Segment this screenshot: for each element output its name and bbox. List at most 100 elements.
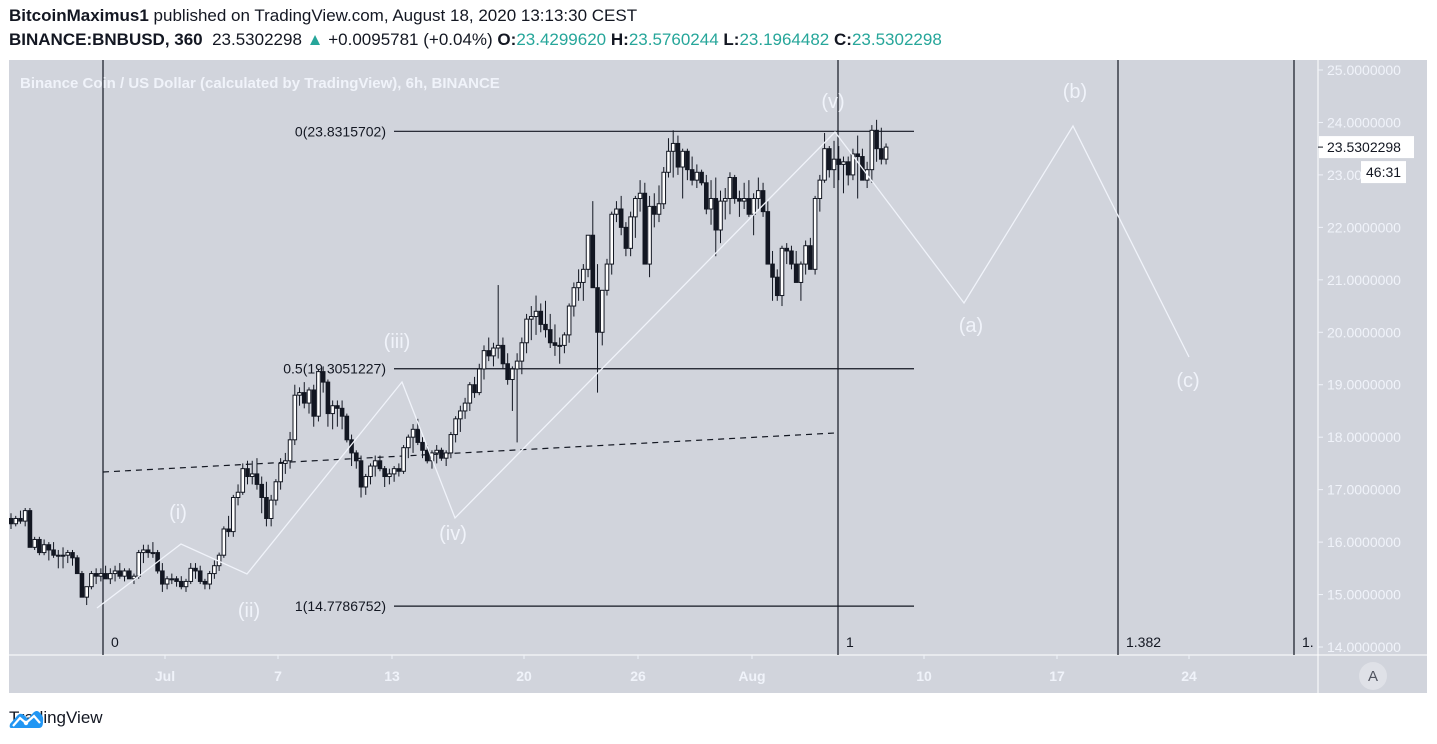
candle-down — [732, 177, 737, 200]
wave-label: (a) — [959, 315, 983, 337]
candle-down — [79, 573, 85, 598]
candle-down — [855, 153, 860, 158]
candle-up — [869, 129, 875, 171]
candle-up — [666, 150, 671, 173]
candle-down — [538, 310, 544, 325]
candle-up — [557, 344, 562, 347]
x-tick-label: Jul — [155, 668, 175, 684]
candle-up — [297, 392, 302, 396]
candle-up — [150, 552, 156, 555]
dashed-trendline[interactable] — [102, 432, 836, 473]
candle-down — [344, 415, 350, 441]
candle-up — [169, 578, 175, 581]
candle-up — [368, 465, 373, 478]
candle-down — [874, 129, 879, 150]
candle-up — [164, 578, 170, 585]
fib-time-zones[interactable]: 0 1 1.382 1. — [102, 60, 1314, 655]
candle-up — [656, 203, 662, 215]
time-zone-label: 1. — [1302, 634, 1314, 650]
candle-up — [108, 573, 113, 580]
candle-up — [401, 447, 406, 472]
candle-up — [524, 318, 529, 344]
candle-down — [789, 250, 794, 265]
wave-label: (b) — [1063, 81, 1087, 103]
candle-up — [231, 497, 236, 533]
candle-up — [694, 171, 700, 181]
candle-up — [316, 371, 321, 417]
candle-down — [552, 342, 558, 346]
candle-down — [760, 190, 766, 213]
wave-label: (i) — [169, 502, 187, 524]
time-axis[interactable]: Jul 7 13 20 26 Aug 10 17 24 — [155, 655, 1197, 684]
chart-container[interactable]: 25.000000024.000000023.000000022.0000000… — [9, 60, 1427, 693]
publish-info: BitcoinMaximus1 published on TradingView… — [9, 6, 637, 26]
candle-down — [793, 263, 799, 283]
candle-down — [202, 580, 208, 585]
candle-down — [699, 171, 704, 184]
symbol-info-bar: BINANCE:BNBUSD, 360 23.5302298 ▲ +0.0095… — [9, 30, 942, 50]
fib-level-label: 0(23.8315702) — [295, 123, 386, 139]
candle-up — [529, 316, 534, 320]
tradingview-branding[interactable]: TradingView — [9, 708, 103, 728]
auto-scale-button[interactable]: A — [1359, 662, 1387, 690]
candlestick-series — [9, 119, 889, 606]
published-text: published on TradingView.com, August 18,… — [153, 6, 638, 25]
candle-up — [453, 418, 458, 436]
candle-up — [60, 554, 66, 557]
candle-up — [491, 347, 496, 357]
chart-title: Binance Coin / US Dollar (calculated by … — [20, 75, 500, 92]
author-name[interactable]: BitcoinMaximus1 — [9, 6, 149, 25]
fib-retracement[interactable]: 0(23.8315702) 0.5(19.3051227) 1(14.7786752… — [283, 123, 914, 614]
candle-up — [84, 586, 89, 598]
candle-up — [883, 146, 889, 160]
candle-up — [604, 263, 610, 291]
candle-up — [188, 567, 194, 582]
x-tick-label: 26 — [630, 668, 646, 684]
candle-down — [145, 549, 151, 554]
candle-up — [207, 573, 212, 585]
candle-down — [396, 468, 402, 472]
candle-up — [741, 198, 747, 202]
elliott-wave-path[interactable] — [96, 124, 1190, 609]
price-axis[interactable]: 25.000000024.000000023.000000022.0000000… — [9, 60, 1427, 693]
candle-down — [325, 381, 331, 415]
candle-up — [278, 462, 283, 483]
candle-down — [126, 570, 132, 580]
candle-up — [751, 198, 756, 215]
candle-up — [727, 177, 733, 200]
time-zone-label: 1.382 — [1126, 634, 1161, 650]
candle-up — [812, 198, 818, 270]
candle-down — [382, 468, 387, 478]
candle-down — [651, 205, 657, 215]
candle-up — [803, 245, 808, 265]
candle-up — [633, 198, 638, 218]
price-chart[interactable]: 25.000000024.000000023.000000022.0000000… — [9, 60, 1427, 693]
x-tick-label: 20 — [516, 668, 532, 684]
fib-level-label: 1(14.7786752) — [295, 598, 386, 614]
candle-up — [637, 192, 643, 200]
wave-line[interactable] — [96, 124, 1190, 609]
last-price-tag-text: 23.5302298 — [1327, 139, 1401, 155]
candle-down — [472, 384, 477, 394]
candle-up — [372, 460, 378, 467]
candle-up — [434, 449, 439, 454]
candle-down — [27, 510, 33, 548]
candle-up — [566, 305, 572, 336]
candle-down — [642, 192, 648, 265]
up-arrow-icon: ▲ — [306, 30, 324, 49]
candle-down — [46, 544, 52, 551]
candle-down — [547, 329, 553, 344]
candle-down — [358, 460, 364, 488]
candle-down — [245, 468, 250, 478]
y-tick-label: 21.0000000 — [1327, 272, 1401, 288]
candle-up — [235, 491, 241, 499]
candle-down — [160, 570, 165, 585]
candle-up — [495, 344, 501, 349]
wave-label: (iv) — [439, 523, 467, 545]
tradingview-logo-icon — [9, 711, 44, 728]
candle-down — [595, 287, 600, 333]
candle-up — [476, 368, 482, 394]
candle-up — [292, 394, 298, 441]
candle-down — [618, 208, 624, 228]
candle-down — [505, 363, 510, 380]
